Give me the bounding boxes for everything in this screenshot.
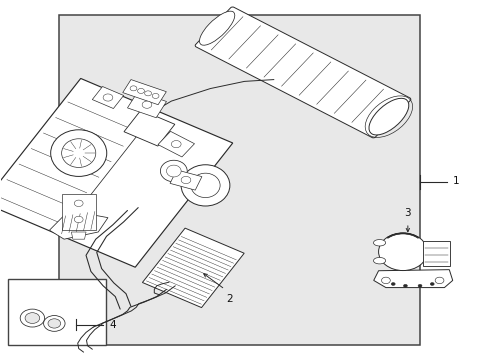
Circle shape xyxy=(429,283,433,285)
Circle shape xyxy=(142,101,152,108)
Circle shape xyxy=(181,176,190,184)
Bar xyxy=(142,228,244,307)
Ellipse shape xyxy=(181,165,229,206)
Circle shape xyxy=(171,140,181,148)
Text: 2: 2 xyxy=(226,294,233,304)
Circle shape xyxy=(74,216,83,223)
Bar xyxy=(59,15,419,345)
Circle shape xyxy=(137,89,144,94)
Circle shape xyxy=(130,86,137,91)
Text: 1: 1 xyxy=(452,176,459,186)
Ellipse shape xyxy=(61,139,96,167)
Bar xyxy=(122,80,166,105)
Circle shape xyxy=(20,309,44,327)
Circle shape xyxy=(25,313,40,323)
Polygon shape xyxy=(49,211,108,239)
Circle shape xyxy=(74,200,83,207)
Ellipse shape xyxy=(199,11,234,45)
FancyBboxPatch shape xyxy=(92,86,123,108)
Polygon shape xyxy=(71,232,86,239)
Circle shape xyxy=(403,284,407,287)
Ellipse shape xyxy=(368,98,408,135)
FancyBboxPatch shape xyxy=(423,241,449,266)
Circle shape xyxy=(381,277,389,284)
Polygon shape xyxy=(373,270,452,288)
FancyBboxPatch shape xyxy=(0,78,232,267)
Ellipse shape xyxy=(51,130,106,176)
FancyBboxPatch shape xyxy=(195,7,410,138)
Ellipse shape xyxy=(373,239,385,246)
Ellipse shape xyxy=(166,165,181,177)
FancyBboxPatch shape xyxy=(158,131,194,157)
FancyBboxPatch shape xyxy=(170,170,202,190)
Circle shape xyxy=(48,319,61,328)
Circle shape xyxy=(144,91,151,96)
Circle shape xyxy=(417,284,421,287)
Text: 4: 4 xyxy=(109,320,115,329)
Bar xyxy=(8,279,105,345)
Circle shape xyxy=(434,277,443,284)
Ellipse shape xyxy=(190,173,220,198)
Ellipse shape xyxy=(373,257,385,264)
Circle shape xyxy=(152,93,159,98)
Ellipse shape xyxy=(160,160,187,182)
Text: 3: 3 xyxy=(404,208,410,219)
FancyBboxPatch shape xyxy=(127,92,166,118)
Bar xyxy=(124,110,175,146)
Circle shape xyxy=(390,283,394,285)
Bar xyxy=(61,194,96,230)
Circle shape xyxy=(43,316,65,331)
Circle shape xyxy=(103,94,113,101)
Ellipse shape xyxy=(378,233,427,271)
